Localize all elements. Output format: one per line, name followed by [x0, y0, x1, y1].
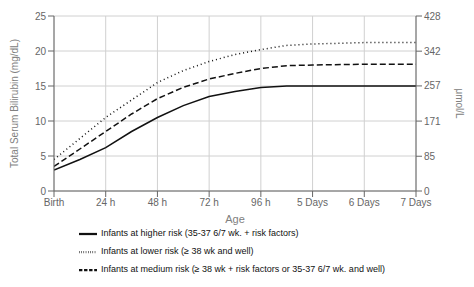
svg-text:48 h: 48 h: [148, 197, 167, 208]
html-text:Infants at lower risk (≥ 38 wk: Infants at lower risk (≥ 38 wk and well): [101, 246, 254, 257]
svg-text:85: 85: [424, 151, 436, 162]
svg-text:10: 10: [35, 116, 47, 127]
svg-text:7 Days: 7 Days: [400, 197, 431, 208]
svg-text:24 h: 24 h: [96, 197, 115, 208]
svg-text:Total Serum Bilirubin (mg/dL): Total Serum Bilirubin (mg/dL): [9, 39, 20, 168]
html-text:Infants at medium risk (≥ 38 w: Infants at medium risk (≥ 38 wk + risk f…: [101, 264, 385, 275]
svg-text:20: 20: [35, 46, 47, 57]
svg-text:μmol/L: μmol/L: [454, 88, 465, 119]
svg-text:0: 0: [40, 186, 46, 197]
svg-text:171: 171: [424, 116, 441, 127]
svg-text:Age: Age: [225, 213, 245, 225]
svg-text:342: 342: [424, 46, 441, 57]
svg-text:5 Days: 5 Days: [297, 197, 328, 208]
svg-text:Birth: Birth: [44, 197, 65, 208]
svg-text:15: 15: [35, 81, 47, 92]
html-text:Infants at higher risk (35-37: Infants at higher risk (35-37 6/7 wk. + …: [101, 228, 299, 239]
svg-text:25: 25: [35, 11, 47, 22]
svg-text:257: 257: [424, 80, 441, 91]
svg-text:428: 428: [424, 11, 441, 22]
svg-text:96 h: 96 h: [251, 197, 270, 208]
svg-text:72 h: 72 h: [199, 197, 218, 208]
svg-text:0: 0: [424, 186, 430, 197]
svg-text:5: 5: [40, 151, 46, 162]
svg-text:6 Days: 6 Days: [349, 197, 380, 208]
